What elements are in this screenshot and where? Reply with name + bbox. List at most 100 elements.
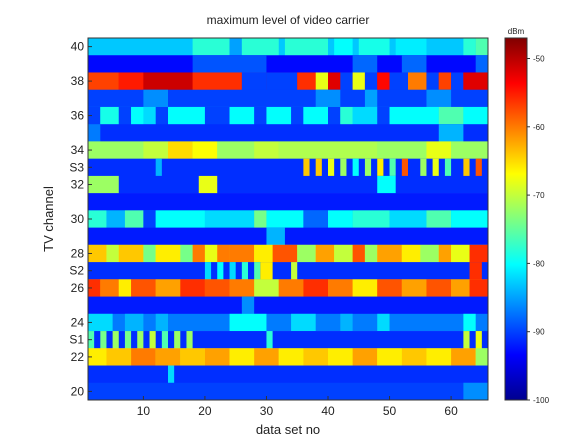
heatmap-cell <box>352 106 378 125</box>
heatmap-cell <box>438 72 452 91</box>
heatmap-cell <box>266 331 273 349</box>
heatmap-cell <box>469 262 482 280</box>
heatmap-row-background <box>88 227 488 246</box>
heatmap-cell <box>352 55 378 73</box>
heatmap-cell <box>432 158 439 177</box>
heatmap-cell <box>328 158 335 177</box>
colorbar-tick-label: -70 <box>533 191 545 200</box>
y-tick-label: 30 <box>71 212 85 226</box>
heatmap-row-background <box>88 124 488 142</box>
heatmap-cell <box>168 365 175 384</box>
heatmap-cell <box>204 244 218 263</box>
heatmap-cell <box>426 348 452 366</box>
heatmap-cell <box>198 175 218 194</box>
heatmap-cell <box>426 141 452 159</box>
heatmap-cell <box>100 106 119 125</box>
heatmap-cell <box>426 279 452 297</box>
heatmap-cell <box>401 55 427 73</box>
heatmap-cell <box>204 279 230 297</box>
heatmap-cell <box>229 348 255 366</box>
heatmap-cell <box>340 72 353 91</box>
heatmap-cell <box>217 244 230 263</box>
heatmap-cell <box>131 348 156 366</box>
y-tick-label: 40 <box>71 40 85 54</box>
heatmap-cell <box>217 262 224 280</box>
heatmap-cell <box>124 331 132 349</box>
heatmap-row-background <box>88 365 488 384</box>
heatmap-cell <box>254 262 261 280</box>
heatmap-cell <box>143 141 168 159</box>
heatmap-cell <box>315 89 341 108</box>
heatmap-cell <box>364 89 378 108</box>
colorbar-tick-label: -60 <box>533 123 545 132</box>
heatmap-cell <box>377 244 402 263</box>
colorbar <box>504 37 528 401</box>
y-tick-label: 26 <box>71 281 85 295</box>
heatmap-cell <box>229 38 242 56</box>
heatmap-cell <box>254 279 279 297</box>
heatmap-cell <box>426 210 452 228</box>
heatmap-cell <box>241 38 279 56</box>
heatmap-cell <box>401 244 421 263</box>
x-tick-label: 30 <box>260 404 274 418</box>
y-tick-label: 38 <box>71 74 85 88</box>
heatmap-cell <box>161 331 168 349</box>
heatmap-cell <box>377 158 384 177</box>
heatmap-cell <box>364 244 378 263</box>
heatmap-cell <box>88 313 113 332</box>
heatmap-cell <box>118 244 144 263</box>
heatmap-row-background <box>88 175 488 194</box>
heatmap-cell <box>278 141 328 159</box>
heatmap-row-background <box>88 313 488 332</box>
heatmap-cell <box>118 279 132 297</box>
heatmap-cell <box>469 279 488 297</box>
heatmap-cell <box>278 348 304 366</box>
heatmap-row-background <box>88 262 488 280</box>
heatmap-cell <box>88 210 107 228</box>
heatmap-cell <box>229 313 267 332</box>
heatmap-cell <box>241 296 255 315</box>
heatmap-cell <box>315 158 322 177</box>
heatmap-cell <box>401 348 427 366</box>
heatmap-cell <box>297 244 316 263</box>
heatmap-cell <box>352 210 390 228</box>
heatmap-cell <box>426 72 439 91</box>
heatmap-cell <box>88 141 144 159</box>
heatmap-cell <box>377 175 396 194</box>
heatmap-cell <box>469 244 488 263</box>
heatmap-cell <box>124 313 144 332</box>
heatmap-cell <box>174 331 181 349</box>
x-tick-label: 20 <box>198 404 212 418</box>
heatmap-cell <box>266 210 304 228</box>
heatmap-cell <box>204 262 212 280</box>
heatmap-cell <box>88 124 101 142</box>
heatmap-cell <box>204 210 255 228</box>
heatmap-cell <box>155 244 181 263</box>
heatmap-cell <box>180 279 205 297</box>
heatmap-cell <box>334 244 353 263</box>
heatmap-cell <box>241 262 248 280</box>
y-tick-label: 32 <box>71 178 85 192</box>
x-tick-label: 40 <box>321 404 335 418</box>
colorbar-unit-label: dBm <box>508 27 525 36</box>
heatmap-row-background <box>88 55 488 73</box>
heatmap-cell <box>291 262 298 280</box>
heatmap-cell <box>192 72 242 91</box>
heatmap-cell <box>475 331 482 349</box>
x-axis-label: data set no <box>256 422 320 437</box>
heatmap-cell <box>149 331 156 349</box>
heatmap-cell <box>229 279 255 297</box>
heatmap-cell <box>155 210 205 228</box>
y-axis: 40 38 36 34 S3 32 30 28 S2 26 24 S1 22 20 <box>69 40 92 398</box>
heatmap-cell <box>352 348 378 366</box>
heatmap-cell <box>303 210 328 228</box>
heatmap-cell <box>106 348 132 366</box>
colorbar-tick-label: -80 <box>533 259 545 268</box>
heatmap-cell <box>217 141 255 159</box>
heatmap-cell <box>328 72 341 91</box>
heatmap-cell <box>475 158 482 177</box>
heatmap-cell <box>328 210 353 228</box>
heatmap-cell <box>88 106 101 125</box>
heatmap-cell <box>192 244 205 263</box>
